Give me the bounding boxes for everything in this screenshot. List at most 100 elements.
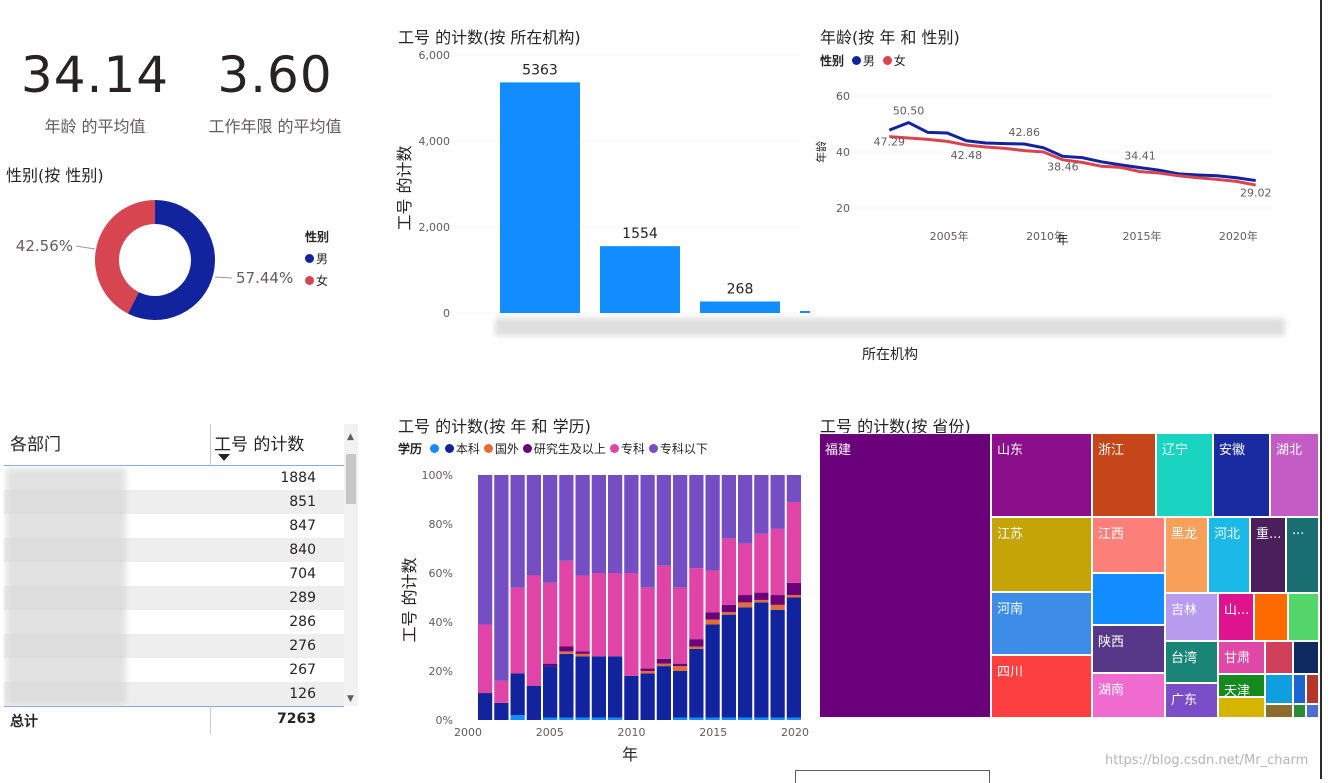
edu-bar-segment[interactable] — [705, 619, 720, 625]
treemap-cell[interactable] — [1293, 704, 1306, 718]
treemap-cell[interactable]: 甘肃 — [1218, 641, 1265, 674]
edu-bar-segment[interactable] — [559, 560, 574, 647]
edu-bar-segment[interactable] — [591, 656, 606, 718]
edu-bar-segment[interactable] — [494, 702, 509, 720]
edu-bar-segment[interactable] — [770, 595, 785, 605]
edu-bar-segment[interactable] — [721, 614, 736, 718]
edu-bar-segment[interactable] — [575, 475, 590, 576]
edu-bar-segment[interactable] — [656, 666, 671, 720]
edu-bar-segment[interactable] — [738, 607, 753, 718]
treemap-cell[interactable]: 四川 — [991, 655, 1092, 718]
treemap-cell[interactable]: 浙江 — [1092, 433, 1156, 517]
edu-bar-segment[interactable] — [721, 475, 736, 539]
edu-bar-segment[interactable] — [738, 595, 753, 603]
treemap-cell[interactable]: 山... — [1218, 593, 1254, 641]
org-bar[interactable] — [500, 82, 580, 314]
treemap-cell[interactable]: 辽宁 — [1156, 433, 1213, 517]
edu-bar-segment[interactable] — [591, 717, 606, 720]
edu-bar-segment[interactable] — [705, 475, 720, 571]
edu-bar-segment[interactable] — [770, 528, 785, 596]
treemap-cell[interactable] — [1265, 674, 1293, 704]
edu-bar-segment[interactable] — [624, 475, 639, 573]
donut-slice-female[interactable] — [95, 200, 155, 314]
edu-bar-segment[interactable] — [721, 612, 736, 615]
edu-bar-segment[interactable] — [656, 565, 671, 659]
edu-bar-segment[interactable] — [543, 717, 558, 720]
edu-bar-segment[interactable] — [575, 717, 590, 720]
age-line-chart[interactable]: 60 40 20 2005年 2010年 2015年 2020年 年龄 47.29 50.50 42… — [815, 72, 1285, 252]
edu-bar-segment[interactable] — [770, 717, 785, 720]
edu-bar-segment[interactable] — [608, 717, 623, 720]
edu-bar-segment[interactable] — [770, 475, 785, 529]
edu-bar-segment[interactable] — [575, 653, 590, 657]
gender-donut-chart[interactable]: 57.44% 42.56% — [0, 185, 360, 345]
treemap-cell[interactable] — [1293, 641, 1319, 674]
treemap-cell[interactable] — [1092, 573, 1165, 625]
edu-bar-segment[interactable] — [689, 568, 704, 640]
edu-bar-segment[interactable] — [705, 717, 720, 720]
edu-bar-segment[interactable] — [754, 602, 769, 718]
legend-item[interactable]: 研究生及以上 — [522, 440, 606, 457]
edu-bar-segment[interactable] — [689, 717, 704, 720]
treemap-cell[interactable]: 陕西 — [1092, 625, 1165, 673]
donut-slice-male[interactable] — [127, 200, 216, 320]
treemap-cell[interactable]: 安徽 — [1213, 433, 1270, 517]
edu-bar-segment[interactable] — [673, 475, 688, 588]
treemap-cell[interactable] — [1218, 697, 1265, 718]
edu-bar-segment[interactable] — [673, 666, 688, 671]
edu-bar-segment[interactable] — [575, 651, 590, 654]
org-bar[interactable] — [600, 246, 680, 313]
edu-bar-segment[interactable] — [754, 475, 769, 534]
treemap-cell[interactable] — [1306, 674, 1319, 704]
edu-bar-segment[interactable] — [510, 475, 525, 588]
edu-bar-segment[interactable] — [559, 653, 574, 718]
edu-bar-segment[interactable] — [754, 592, 769, 600]
edu-bar-segment[interactable] — [624, 573, 639, 676]
treemap-cell[interactable]: 湖北 — [1270, 433, 1319, 517]
edu-bar-segment[interactable] — [770, 604, 785, 610]
edu-bar-segment[interactable] — [738, 543, 753, 596]
legend-item[interactable]: 国外 — [483, 440, 519, 457]
edu-bar-segment[interactable] — [721, 604, 736, 613]
edu-bar-segment[interactable] — [526, 575, 541, 686]
edu-bar-segment[interactable] — [656, 475, 671, 566]
edu-bar-segment[interactable] — [738, 717, 753, 720]
edu-bar-segment[interactable] — [754, 717, 769, 720]
edu-bar-segment[interactable] — [575, 575, 590, 652]
edu-bar-segment[interactable] — [543, 475, 558, 583]
treemap-cell[interactable]: 山东 — [991, 433, 1092, 517]
edu-bar-segment[interactable] — [673, 717, 688, 720]
edu-bar-segment[interactable] — [738, 602, 753, 608]
edu-bar-segment[interactable] — [754, 599, 769, 603]
edu-bar-segment[interactable] — [640, 671, 655, 674]
edu-bar-segment[interactable] — [656, 663, 671, 667]
edu-bar-segment[interactable] — [689, 639, 704, 647]
treemap-cell[interactable]: 吉林 — [1165, 593, 1218, 641]
edu-bar-segment[interactable] — [526, 475, 541, 576]
edu-bar-segment[interactable] — [575, 656, 590, 718]
treemap-cell[interactable] — [1293, 674, 1306, 704]
edu-bar-segment[interactable] — [721, 538, 736, 605]
edu-bar-segment[interactable] — [494, 680, 509, 703]
edu-bar-segment[interactable] — [689, 648, 704, 718]
edu-bar-segment[interactable] — [478, 475, 493, 625]
treemap-cell[interactable]: 黑龙 — [1165, 517, 1208, 593]
edu-bar-segment[interactable] — [673, 671, 688, 718]
edu-bar-chart[interactable]: 100% 80% 60% 40% 20% 0%2000 2005 2010 2015 2020 — [395, 460, 815, 760]
edu-bar-segment[interactable] — [608, 475, 623, 573]
count-col-header[interactable]: 工号 的计数 — [214, 435, 305, 455]
treemap-cell[interactable] — [1306, 704, 1319, 718]
edu-bar-segment[interactable] — [705, 612, 720, 620]
edu-bar-segment[interactable] — [608, 573, 623, 657]
treemap-cell[interactable]: 江苏 — [991, 517, 1092, 592]
edu-bar-segment[interactable] — [608, 656, 623, 718]
edu-bar-segment[interactable] — [705, 624, 720, 718]
org-bar[interactable] — [800, 311, 810, 313]
edu-bar-segment[interactable] — [559, 651, 574, 654]
edu-bar-segment[interactable] — [786, 717, 801, 720]
treemap-cell[interactable] — [1265, 704, 1293, 718]
edu-bar-segment[interactable] — [689, 475, 704, 569]
dept-col-header[interactable]: 各部门 — [10, 435, 61, 455]
age-line-female[interactable] — [889, 135, 1256, 187]
